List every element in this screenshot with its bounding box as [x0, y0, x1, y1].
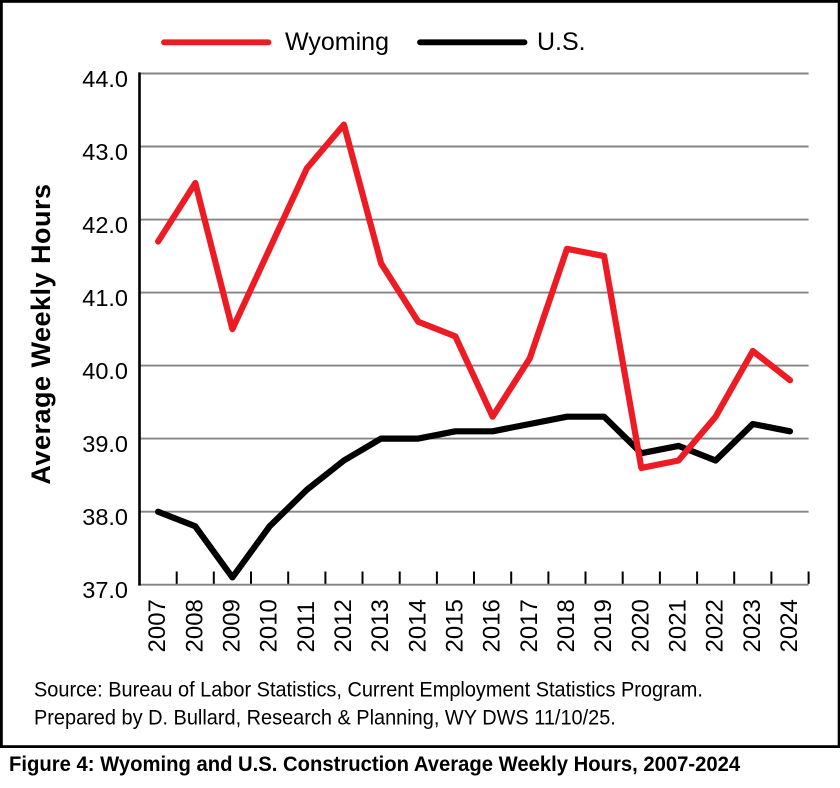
- svg-text:2011: 2011: [293, 601, 320, 653]
- svg-text:2010: 2010: [256, 599, 283, 652]
- svg-text:2023: 2023: [739, 599, 766, 652]
- svg-text:2017: 2017: [516, 599, 543, 652]
- svg-text:2013: 2013: [367, 599, 394, 652]
- svg-text:2020: 2020: [627, 599, 654, 652]
- svg-text:Wyoming: Wyoming: [285, 28, 389, 56]
- svg-text:2024: 2024: [776, 599, 803, 652]
- svg-text:2012: 2012: [330, 599, 357, 652]
- svg-text:2022: 2022: [702, 599, 729, 652]
- svg-text:44.0: 44.0: [82, 66, 128, 92]
- svg-text:2016: 2016: [479, 599, 506, 652]
- svg-text:40.0: 40.0: [82, 358, 128, 384]
- svg-text:42.0: 42.0: [82, 212, 128, 238]
- svg-text:2009: 2009: [218, 599, 245, 652]
- svg-text:39.0: 39.0: [82, 431, 128, 457]
- svg-text:2021: 2021: [665, 599, 692, 652]
- svg-text:2019: 2019: [590, 599, 617, 652]
- svg-text:Average Weekly Hours: Average Weekly Hours: [26, 183, 56, 484]
- svg-text:U.S.: U.S.: [537, 28, 586, 56]
- svg-text:Prepared by D. Bullard, Resear: Prepared by D. Bullard, Research & Plann…: [34, 706, 616, 730]
- svg-text:Figure 4: Wyoming and U.S. Con: Figure 4: Wyoming and U.S. Construction …: [9, 752, 741, 776]
- svg-text:37.0: 37.0: [82, 577, 128, 603]
- svg-text:2008: 2008: [181, 599, 208, 652]
- svg-text:2007: 2007: [144, 599, 171, 652]
- svg-text:41.0: 41.0: [82, 285, 128, 311]
- svg-text:38.0: 38.0: [82, 504, 128, 530]
- svg-text:2014: 2014: [404, 599, 431, 652]
- svg-text:2015: 2015: [441, 599, 468, 652]
- svg-text:2018: 2018: [553, 599, 580, 652]
- svg-text:Source: Bureau of Labor Statis: Source: Bureau of Labor Statistics, Curr…: [34, 678, 703, 702]
- svg-text:43.0: 43.0: [82, 139, 128, 165]
